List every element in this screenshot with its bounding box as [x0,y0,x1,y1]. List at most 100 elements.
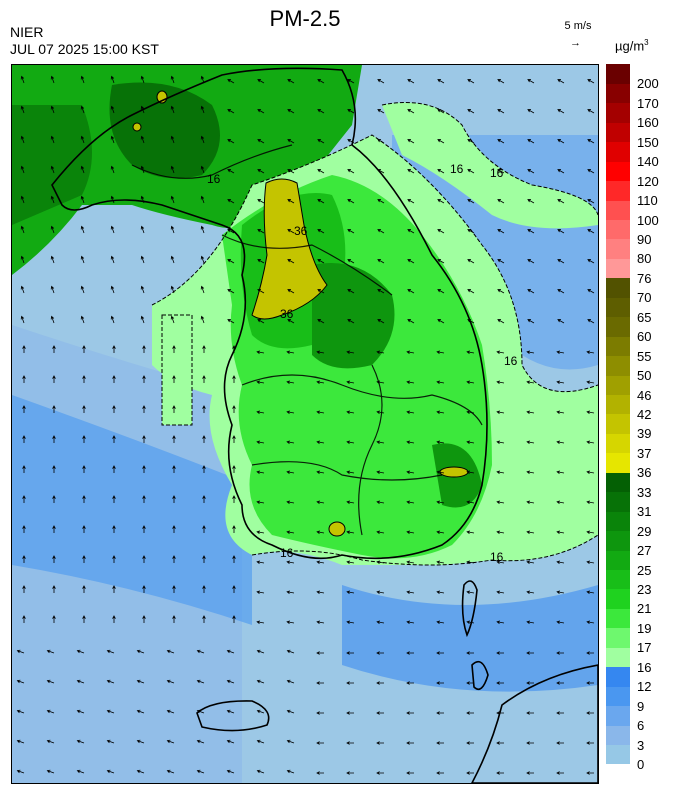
wind-arrow-icon [227,109,235,114]
wind-arrow-icon [466,651,474,655]
wind-arrow-icon [376,350,385,354]
wind-arrow-icon [406,530,415,534]
legend-swatch [606,122,630,143]
wind-arrow-icon [556,380,565,384]
wind-arrow-icon [16,709,25,714]
wind-arrow-icon [376,530,385,534]
wind-arrow-icon [140,195,145,204]
legend-swatch [606,608,630,629]
wind-arrow-icon [587,199,595,204]
wind-arrow-icon [200,315,205,324]
wind-arrow-icon [286,679,295,684]
wind-arrow-icon [256,470,265,474]
wind-arrow-icon [556,410,565,414]
wind-arrow-icon [52,435,56,443]
wind-arrow-icon [170,135,175,144]
wind-arrow-icon [20,285,25,294]
wind-arrow-icon [376,410,385,414]
wind-arrow-icon [406,771,414,775]
wind-arrow-icon [467,289,475,294]
wind-arrow-icon [466,380,475,384]
legend-swatch [606,355,630,376]
pm-hotspot-south [328,521,346,537]
wind-arrow-icon [346,410,355,414]
legend-label: 150 [637,134,659,150]
wind-arrow-icon [286,350,295,354]
wind-arrow-icon [226,679,235,684]
wind-arrow-icon [110,75,115,84]
coastline-japan [471,664,598,783]
wind-arrow-icon [172,615,176,623]
wind-arrow-icon [172,465,176,473]
wind-arrow-icon [232,435,236,443]
wind-arrow-icon [467,199,475,204]
wind-arrow-icon [377,259,385,264]
wind-arrow-icon [466,590,475,594]
wind-arrow-icon [286,590,295,594]
wind-arrow-icon [377,319,385,324]
legend-label: 70 [637,290,652,306]
legend-label: 55 [637,348,652,364]
wind-arrow-icon [527,169,535,174]
coastline-island-east [461,580,478,638]
wind-arrow-icon [346,711,354,715]
wind-arrow-icon [586,711,594,715]
wind-arrow-icon [496,741,504,745]
wind-arrow-icon [202,435,206,443]
legend-label: 60 [637,329,652,345]
wind-arrow-icon [202,495,206,503]
wind-arrow-icon [527,79,535,84]
wind-arrow-icon [110,225,115,234]
wind-arrow-icon [436,771,444,775]
pm25-map[interactable]: 16 16 16 16 16 16 36 36 [11,64,599,784]
wind-arrow-icon [317,139,325,144]
wind-arrow-icon [586,741,594,745]
legend-label: 21 [637,601,652,617]
wind-arrow-icon [112,375,116,383]
wind-arrow-icon [22,585,26,593]
wind-arrow-icon [557,289,565,294]
wind-arrow-icon [80,285,85,294]
wind-arrow-icon [286,440,295,444]
wind-arrow-icon [317,229,325,234]
wind-arrow-icon [196,769,205,774]
wind-arrow-icon [346,620,355,624]
wind-arrow-icon [556,681,564,685]
wind-arrow-icon [16,679,25,684]
wind-arrow-icon [20,105,25,114]
wind-arrow-icon [407,79,415,84]
province-borders [131,144,483,536]
wind-arrow-icon [166,709,175,714]
wind-arrow-icon [496,380,505,384]
wind-arrow-icon [587,229,595,234]
wind-arrow-icon [286,410,295,414]
wind-arrow-icon [436,500,445,504]
wind-arrow-icon [166,769,175,774]
unit-label: µg/m3 [615,38,649,54]
wind-arrow-icon [436,560,445,564]
wind-arrow-icon [556,500,565,504]
wind-arrow-icon [497,289,505,294]
wind-arrow-icon [346,560,355,564]
wind-arrow-icon [587,139,595,144]
legend-label: 90 [637,232,652,247]
wind-arrow-icon [286,649,295,654]
wind-arrow-icon [316,500,325,504]
legend-label: 23 [637,582,652,597]
wind-arrow-icon [436,741,444,745]
wind-arrow-icon [526,590,535,594]
wind-arrow-icon [80,195,85,204]
legend-swatch [606,472,630,493]
legend-swatch [606,141,630,162]
wind-arrow-icon [20,315,25,324]
pm-zone-16-west [162,315,192,425]
wind-arrow-icon [52,375,56,383]
wind-scale-arrow-icon: → [570,37,581,49]
wind-arrow-icon [316,560,325,564]
wind-arrow-icon [200,135,205,144]
contour-label: 16 [280,546,294,560]
wind-arrow-icon [556,651,564,655]
wind-arrow-icon [496,590,505,594]
contour-label: 16 [207,172,221,186]
wind-arrow-icon [82,465,86,473]
